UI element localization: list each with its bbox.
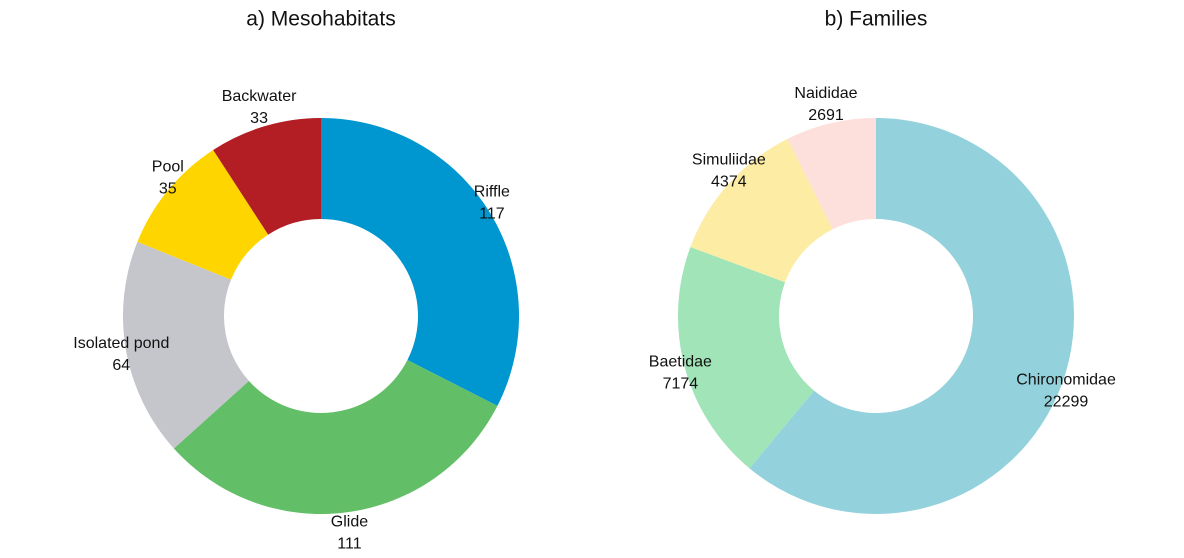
slice-value: 33 [250,110,268,127]
donut-slice [213,118,321,235]
slice-value: 4374 [711,174,747,191]
slice-value: 64 [112,357,130,374]
chart-title: a) Mesohabitats [246,8,395,31]
slice-label: Chironomidae [1016,371,1116,388]
slice-label: Backwater [222,88,297,105]
slice-value: 111 [337,535,361,552]
donut-slice [749,118,1074,514]
slice-value: 117 [479,205,505,222]
donut-slice [137,149,269,280]
donut-slice [123,241,249,449]
slice-value: 22299 [1044,393,1089,410]
slice-value: 35 [159,181,177,198]
donut-slice [690,138,833,283]
slice-label: Isolated pond [73,335,169,352]
slice-label: Baetidae [649,353,712,370]
slice-value: 2691 [808,107,844,124]
donut-slice [321,118,519,406]
slice-label: Pool [152,159,184,176]
slice-value: 7174 [663,375,699,392]
donut-slice [173,360,498,514]
slice-label: Riffle [474,183,510,200]
chart-title: b) Families [825,8,928,31]
slice-label: Simuliidae [692,152,766,169]
slice-label: Glide [331,513,368,530]
donut-slice [787,118,876,230]
donut-slice [677,247,815,469]
slice-label: Naididae [794,85,857,102]
